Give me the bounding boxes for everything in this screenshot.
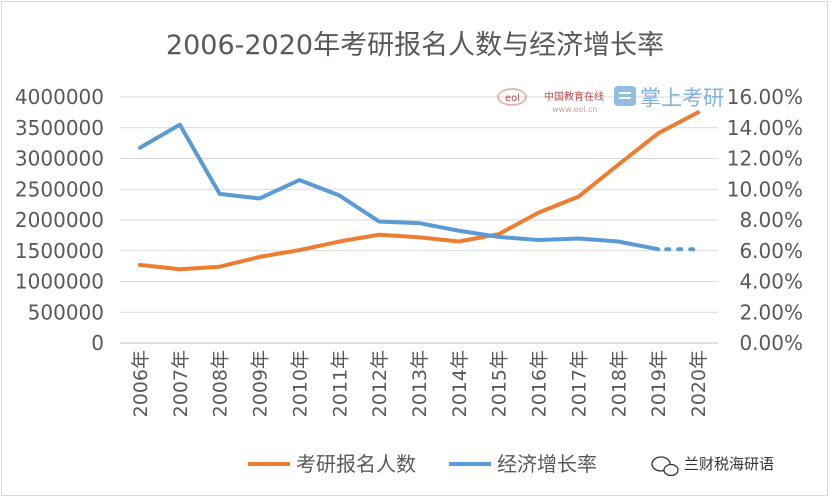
- y-right-tick-label: 16.00%: [727, 85, 803, 109]
- x-tick-label: 2011年: [329, 350, 351, 417]
- x-tick-label: 2010年: [289, 350, 311, 417]
- x-tick-label: 2014年: [449, 350, 471, 417]
- y-right-tick-label: 14.00%: [727, 116, 803, 140]
- brand-text: 掌上考研: [640, 86, 724, 110]
- x-tick-label: 2006年: [130, 350, 152, 417]
- legend: 考研报名人数 经济增长率: [248, 452, 597, 476]
- y-axis-left-ticks: 0 500000 1000000 1500000 2000000 2500000 30000…: [15, 85, 104, 355]
- y-right-tick-label: 0.00%: [739, 331, 803, 355]
- x-tick-label: 2018年: [608, 350, 630, 417]
- gridlines: [120, 96, 718, 344]
- x-tick-label: 2015年: [489, 350, 511, 417]
- eol-text: 中国教育在线: [544, 90, 604, 103]
- y-right-tick-label: 10.00%: [727, 177, 803, 201]
- eol-logo: eol: [497, 88, 527, 106]
- eol-url: www.eol.cn: [552, 105, 598, 114]
- x-tick-label: 2012年: [369, 350, 391, 417]
- brand-icon: [614, 86, 636, 106]
- series-line-1: [137, 122, 661, 252]
- x-tick-label: 2019年: [648, 350, 670, 417]
- source-account-name: 兰财税海研语: [684, 455, 774, 473]
- x-tick-label: 2020年: [688, 350, 710, 417]
- legend-label-growth: 经济增长率: [497, 452, 597, 476]
- y-right-tick-label: 12.00%: [727, 147, 803, 171]
- legend-label-enrollment: 考研报名人数: [296, 452, 416, 476]
- y-left-tick-label: 0: [91, 331, 104, 355]
- x-tick-label: 2013年: [409, 350, 431, 417]
- x-tick-label: 2009年: [250, 350, 272, 417]
- source-account: 兰财税海研语: [651, 455, 774, 477]
- eol-logo-text: eol: [505, 93, 520, 104]
- y-left-tick-label: 500000: [28, 300, 104, 324]
- y-axis-right-ticks: 0.00% 2.00% 4.00% 6.00% 8.00% 10.00% 12.00% 14.…: [727, 85, 803, 355]
- y-left-tick-label: 1500000: [15, 239, 104, 263]
- wechat-icon: [651, 456, 679, 477]
- y-left-tick-label: 4000000: [15, 85, 104, 109]
- y-left-tick-label: 2500000: [15, 177, 104, 201]
- series-line-0: [137, 110, 701, 272]
- y-right-tick-label: 2.00%: [739, 300, 803, 324]
- series-lines: [137, 110, 701, 272]
- y-right-tick-label: 4.00%: [739, 270, 803, 294]
- y-left-tick-label: 3000000: [15, 147, 104, 171]
- y-left-tick-label: 2000000: [15, 208, 104, 232]
- y-right-tick-label: 8.00%: [739, 208, 803, 232]
- x-axis-ticks: 2006年 2007年 2008年 2009年 2010年 2011年 2012年 2013年…: [130, 350, 710, 417]
- y-left-tick-label: 1000000: [15, 270, 104, 294]
- x-tick-label: 2007年: [170, 350, 192, 417]
- y-right-tick-label: 6.00%: [739, 239, 803, 263]
- y-left-tick-label: 3500000: [15, 116, 104, 140]
- x-tick-label: 2008年: [210, 350, 232, 417]
- watermark: eol 中国教育在线 www.eol.cn 掌上考研: [497, 86, 724, 114]
- x-tick-label: 2017年: [568, 350, 590, 417]
- chart-title: 2006-2020年考研报名人数与经济增长率: [166, 30, 664, 61]
- x-tick-label: 2016年: [529, 350, 551, 417]
